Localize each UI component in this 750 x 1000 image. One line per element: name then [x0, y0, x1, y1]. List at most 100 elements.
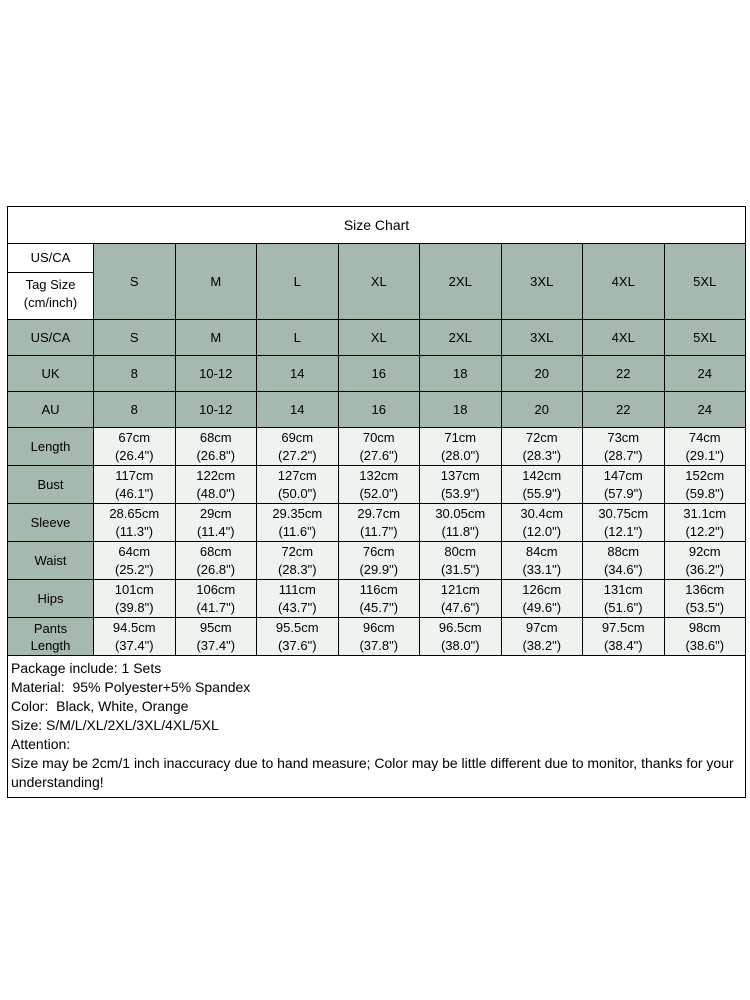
measure-cell: 70cm (27.6") [337, 427, 420, 466]
row-label: Sleeve [7, 503, 94, 542]
measure-cell: 68cm (26.8") [174, 427, 257, 466]
measure-cell: 30.05cm (11.8") [419, 503, 502, 542]
size-cell: 4XL [582, 319, 665, 356]
measure-cell: 98cm (38.6") [663, 617, 746, 656]
row-label: Length [7, 427, 94, 466]
size-cell: 20 [500, 391, 583, 428]
table-row-pants-length: Pants Length 94.5cm (37.4") 95cm (37.4")… [7, 617, 746, 656]
row-label: US/CA [7, 319, 94, 356]
size-cell: 16 [337, 355, 420, 392]
measure-cell: 30.4cm (12.0") [500, 503, 583, 542]
size-col-header: 3XL [500, 243, 583, 320]
measure-cell: 117cm (46.1") [93, 465, 176, 504]
measure-cell: 31.1cm (12.2") [663, 503, 746, 542]
measure-cell: 67cm (26.4") [93, 427, 176, 466]
table-header-row: US/CA Tag Size (cm/inch) S M L XL 2XL 3X… [7, 243, 746, 320]
measure-cell: 28.65cm (11.3") [93, 503, 176, 542]
size-cell: 18 [419, 355, 502, 392]
measure-cell: 131cm (51.6") [582, 579, 665, 618]
measure-cell: 29.7cm (11.7") [337, 503, 420, 542]
measure-cell: 29cm (11.4") [174, 503, 257, 542]
measure-cell: 96.5cm (38.0") [419, 617, 502, 656]
size-cell: M [174, 319, 257, 356]
note-attention: Attention: [11, 736, 71, 752]
size-cell: 22 [582, 355, 665, 392]
measure-cell: 97cm (38.2") [500, 617, 583, 656]
measure-cell: 88cm (34.6") [582, 541, 665, 580]
size-cell: 14 [256, 391, 339, 428]
size-cell: XL [337, 319, 420, 356]
table-row-au: AU 8 10-12 14 16 18 20 22 24 [7, 391, 746, 428]
measure-cell: 69cm (27.2") [256, 427, 339, 466]
product-notes: Package include: 1 Sets Material: 95% Po… [7, 656, 746, 798]
size-chart-table: US/CA Tag Size (cm/inch) S M L XL 2XL 3X… [7, 243, 746, 656]
size-cell: 22 [582, 391, 665, 428]
table-row-uk: UK 8 10-12 14 16 18 20 22 24 [7, 355, 746, 392]
measure-cell: 122cm (48.0") [174, 465, 257, 504]
size-cell: L [256, 319, 339, 356]
measure-cell: 136cm (53.5") [663, 579, 746, 618]
table-row-usca: US/CA S M L XL 2XL 3XL 4XL 5XL [7, 319, 746, 356]
note-package: Package include: 1 Sets [11, 660, 162, 676]
table-row-bust: Bust 117cm (46.1") 122cm (48.0") 127cm (… [7, 465, 746, 504]
measure-cell: 142cm (55.9") [500, 465, 583, 504]
measure-cell: 96cm (37.8") [337, 617, 420, 656]
row-label: Hips [7, 579, 94, 618]
measure-cell: 84cm (33.1") [500, 541, 583, 580]
measure-cell: 121cm (47.6") [419, 579, 502, 618]
size-chart-sheet: Size Chart US/CA Tag Size (cm/inch) S M … [7, 206, 746, 798]
measure-cell: 72cm (28.3") [256, 541, 339, 580]
size-cell: 24 [663, 391, 746, 428]
measure-cell: 74cm (29.1") [663, 427, 746, 466]
size-cell: 5XL [663, 319, 746, 356]
table-row-hips: Hips 101cm (39.8") 106cm (41.7") 111cm (… [7, 579, 746, 618]
measure-cell: 92cm (36.2") [663, 541, 746, 580]
measure-cell: 30.75cm (12.1") [582, 503, 665, 542]
measure-cell: 29.35cm (11.6") [256, 503, 339, 542]
size-cell: 2XL [419, 319, 502, 356]
size-col-header: S [93, 243, 176, 320]
measure-cell: 111cm (43.7") [256, 579, 339, 618]
row-label: Pants Length [7, 617, 94, 656]
note-size: Size: S/M/L/XL/2XL/3XL/4XL/5XL [11, 717, 219, 733]
measure-cell: 127cm (50.0") [256, 465, 339, 504]
measure-cell: 94.5cm (37.4") [93, 617, 176, 656]
table-row-waist: Waist 64cm (25.2") 68cm (26.8") 72cm (28… [7, 541, 746, 580]
measure-cell: 132cm (52.0") [337, 465, 420, 504]
table-row-length: Length 67cm (26.4") 68cm (26.8") 69cm (2… [7, 427, 746, 466]
table-row-sleeve: Sleeve 28.65cm (11.3") 29cm (11.4") 29.3… [7, 503, 746, 542]
measure-cell: 80cm (31.5") [419, 541, 502, 580]
size-col-header: 2XL [419, 243, 502, 320]
measure-cell: 116cm (45.7") [337, 579, 420, 618]
size-col-header: 4XL [582, 243, 665, 320]
size-cell: 10-12 [174, 355, 257, 392]
measure-cell: 126cm (49.6") [500, 579, 583, 618]
measure-cell: 64cm (25.2") [93, 541, 176, 580]
size-chart-title: Size Chart [7, 206, 746, 243]
measure-cell: 95.5cm (37.6") [256, 617, 339, 656]
measure-cell: 152cm (59.8") [663, 465, 746, 504]
size-cell: 16 [337, 391, 420, 428]
size-cell: S [93, 319, 176, 356]
row-label: AU [7, 391, 94, 428]
measure-cell: 97.5cm (38.4") [582, 617, 665, 656]
measure-cell: 95cm (37.4") [174, 617, 257, 656]
note-material: Material: 95% Polyester+5% Spandex [11, 679, 251, 695]
measure-cell: 73cm (28.7") [582, 427, 665, 466]
size-cell: 10-12 [174, 391, 257, 428]
measure-cell: 147cm (57.9") [582, 465, 665, 504]
corner-top-label: US/CA [8, 244, 93, 273]
row-label: UK [7, 355, 94, 392]
size-cell: 8 [93, 355, 176, 392]
size-cell: 24 [663, 355, 746, 392]
size-cell: 3XL [500, 319, 583, 356]
size-col-header: 5XL [663, 243, 746, 320]
measure-cell: 72cm (28.3") [500, 427, 583, 466]
size-cell: 18 [419, 391, 502, 428]
size-cell: 14 [256, 355, 339, 392]
size-cell: 8 [93, 391, 176, 428]
measure-cell: 71cm (28.0") [419, 427, 502, 466]
note-color: Color: Black, White, Orange [11, 698, 189, 714]
size-col-header: M [174, 243, 257, 320]
size-col-header: XL [337, 243, 420, 320]
